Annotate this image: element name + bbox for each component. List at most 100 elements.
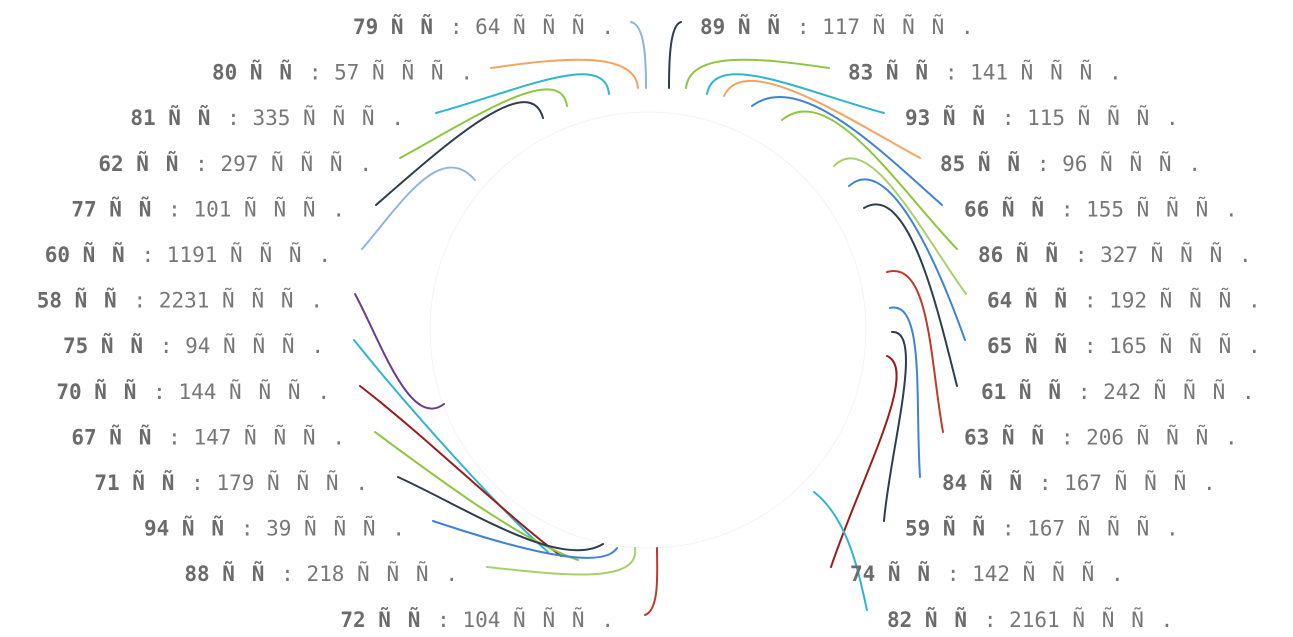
chord-label-value: : 167 ÑÑÑ. <box>1039 469 1216 495</box>
chord-label-name: 65 ÑÑ <box>987 333 1084 358</box>
chord-label-65: 65 ÑÑ: 165 ÑÑÑ. <box>987 332 1261 358</box>
chord-label-value: : 104 ÑÑÑ. <box>437 606 614 632</box>
chord-label-67: 67 ÑÑ: 147 ÑÑÑ. <box>71 423 345 449</box>
chord-link-67 <box>374 431 579 561</box>
chord-label-value: : 117 ÑÑÑ. <box>797 13 974 39</box>
chord-label-name: 77 ÑÑ <box>71 196 168 221</box>
chord-link-81 <box>435 73 610 114</box>
chord-link-86 <box>781 110 958 250</box>
label-layer: 79 ÑÑ: 64 ÑÑÑ. 80 ÑÑ: 57 ÑÑÑ. 81… <box>37 13 1261 632</box>
chord-label-name: 85 ÑÑ <box>940 151 1037 176</box>
chord-label-value: : 167 ÑÑÑ. <box>1002 515 1179 541</box>
chord-label-79: 79 ÑÑ: 64 ÑÑÑ. <box>353 13 614 39</box>
link-layer <box>353 21 967 616</box>
chord-link-63 <box>886 270 944 433</box>
chord-label-name: 88 ÑÑ <box>184 561 281 586</box>
chord-label-value: : 141 ÑÑÑ. <box>945 59 1122 85</box>
chord-label-name: 86 ÑÑ <box>978 242 1075 267</box>
chord-label-value: : 192 ÑÑÑ. <box>1084 287 1261 313</box>
chord-label-name: 67 ÑÑ <box>71 424 168 449</box>
chord-link-79 <box>630 21 647 89</box>
chord-label-71: 71 ÑÑ: 179 ÑÑÑ. <box>94 469 368 495</box>
chord-label-value: : 2161 ÑÑÑ. <box>984 606 1173 632</box>
chord-label-61: 61 ÑÑ: 242 ÑÑÑ. <box>981 378 1255 404</box>
chord-label-name: 60 ÑÑ <box>45 242 142 267</box>
chord-link-93 <box>706 73 885 114</box>
chord-label-81: 81 ÑÑ: 335 ÑÑÑ. <box>130 104 404 130</box>
chord-link-60 <box>361 166 476 250</box>
chord-label-value: : 115 ÑÑÑ. <box>1002 104 1179 130</box>
chord-label-89: 89 ÑÑ: 117 ÑÑÑ. <box>700 13 974 39</box>
chord-link-66 <box>751 96 943 206</box>
chord-link-94 <box>432 520 618 559</box>
chord-link-83 <box>685 58 830 89</box>
chord-label-66: 66 ÑÑ: 155 ÑÑÑ. <box>964 195 1238 221</box>
chord-label-60: 60 ÑÑ: 1191 ÑÑÑ. <box>45 241 331 267</box>
chord-label-name: 66 ÑÑ <box>964 196 1061 221</box>
chord-link-80 <box>490 58 639 89</box>
chord-label-name: 83 ÑÑ <box>848 60 945 85</box>
chord-label-name: 80 ÑÑ <box>212 60 309 85</box>
chord-label-86: 86 ÑÑ: 327 ÑÑÑ. <box>978 241 1252 267</box>
chord-link-74 <box>830 355 898 568</box>
chord-label-name: 64 ÑÑ <box>987 288 1084 313</box>
chord-label-name: 79 ÑÑ <box>353 14 450 39</box>
chord-label-85: 85 ÑÑ: 96 ÑÑÑ. <box>940 150 1201 176</box>
chord-link-85 <box>723 79 921 159</box>
chord-label-name: 58 ÑÑ <box>37 288 134 313</box>
chord-label-name: 94 ÑÑ <box>144 516 241 541</box>
chord-label-value: : 179 ÑÑÑ. <box>191 469 368 495</box>
chord-label-70: 70 ÑÑ: 144 ÑÑÑ. <box>56 378 330 404</box>
chord-label-name: 84 ÑÑ <box>942 470 1039 495</box>
chord-label-value: : 165 ÑÑÑ. <box>1084 332 1261 358</box>
chord-link-82 <box>813 491 868 611</box>
chord-label-name: 70 ÑÑ <box>56 379 153 404</box>
chord-link-65 <box>848 178 966 341</box>
chord-label-value: : 94 ÑÑÑ. <box>160 332 324 358</box>
chord-label-64: 64 ÑÑ: 192 ÑÑÑ. <box>987 287 1261 313</box>
chord-link-72 <box>644 547 659 616</box>
chord-label-name: 74 ÑÑ <box>850 561 947 586</box>
chord-link-62 <box>399 88 568 159</box>
chord-label-94: 94 ÑÑ: 39 ÑÑÑ. <box>144 515 405 541</box>
chord-label-name: 82 ÑÑ <box>887 607 984 632</box>
chord-label-value: : 64 ÑÑÑ. <box>450 13 614 39</box>
chart-circle <box>429 111 867 549</box>
chord-label-value: : 335 ÑÑÑ. <box>227 104 404 130</box>
chord-label-value: : 327 ÑÑÑ. <box>1075 241 1252 267</box>
chord-label-value: : 1191 ÑÑÑ. <box>142 241 331 267</box>
chord-label-name: 63 ÑÑ <box>964 424 1061 449</box>
chord-label-value: : 242 ÑÑÑ. <box>1078 378 1255 404</box>
chord-label-value: : 2231 ÑÑÑ. <box>134 287 323 313</box>
chord-label-88: 88 ÑÑ: 218 ÑÑÑ. <box>184 560 458 586</box>
chord-label-name: 61 ÑÑ <box>981 379 1078 404</box>
chord-label-80: 80 ÑÑ: 57 ÑÑÑ. <box>212 59 473 85</box>
chord-label-74: 74 ÑÑ: 142 ÑÑÑ. <box>850 560 1124 586</box>
chord-label-84: 84 ÑÑ: 167 ÑÑÑ. <box>942 469 1216 495</box>
chord-link-70 <box>359 385 562 557</box>
chord-link-59 <box>883 330 907 522</box>
chord-label-83: 83 ÑÑ: 141 ÑÑÑ. <box>848 59 1122 85</box>
chord-label-58: 58 ÑÑ: 2231 ÑÑÑ. <box>37 287 323 313</box>
chord-label-name: 89 ÑÑ <box>700 14 797 39</box>
chord-label-value: : 155 ÑÑÑ. <box>1061 195 1238 221</box>
chord-label-name: 93 ÑÑ <box>905 105 1002 130</box>
chord-label-value: : 96 ÑÑÑ. <box>1037 150 1201 176</box>
chord-label-value: : 218 ÑÑÑ. <box>281 560 458 586</box>
chord-label-name: 59 ÑÑ <box>905 516 1002 541</box>
chord-label-name: 62 ÑÑ <box>98 151 195 176</box>
chord-link-71 <box>397 476 604 552</box>
chord-label-63: 63 ÑÑ: 206 ÑÑÑ. <box>964 423 1238 449</box>
chord-label-93: 93 ÑÑ: 115 ÑÑÑ. <box>905 104 1179 130</box>
chord-link-77 <box>375 101 544 206</box>
chord-link-84 <box>889 306 921 478</box>
chord-label-value: : 142 ÑÑÑ. <box>947 560 1124 586</box>
chord-label-name: 81 ÑÑ <box>130 105 227 130</box>
chord-label-name: 71 ÑÑ <box>94 470 191 495</box>
chord-label-72: 72 ÑÑ: 104 ÑÑÑ. <box>340 606 614 632</box>
chord-label-77: 77 ÑÑ: 101 ÑÑÑ. <box>71 195 345 221</box>
chord-label-value: : 206 ÑÑÑ. <box>1061 423 1238 449</box>
chord-link-61 <box>863 203 958 387</box>
chord-label-value: : 144 ÑÑÑ. <box>153 378 330 404</box>
chord-label-value: : 147 ÑÑÑ. <box>168 423 345 449</box>
